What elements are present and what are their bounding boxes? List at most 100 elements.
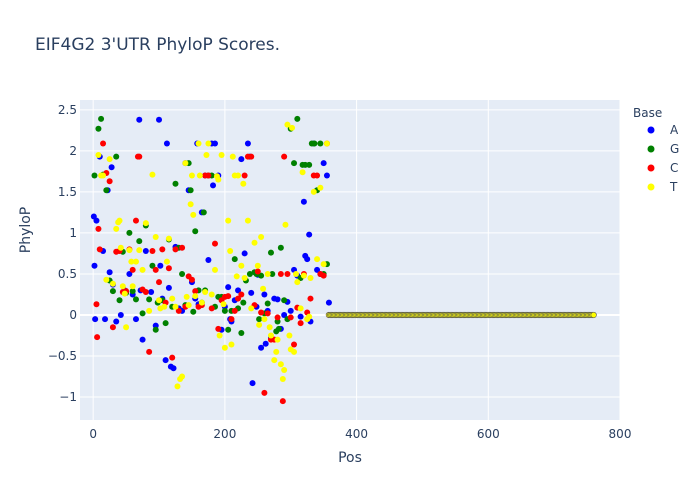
data-point-G: [179, 270, 186, 277]
legend-label-T: T: [669, 180, 678, 194]
data-point-T: [254, 262, 261, 269]
data-point-T: [317, 184, 324, 191]
data-point-G: [294, 115, 301, 122]
data-point-T: [123, 324, 130, 331]
data-point-G: [306, 161, 313, 168]
data-point-T: [314, 256, 321, 263]
data-point-C: [188, 276, 195, 283]
data-point-A: [126, 270, 133, 277]
data-point-T: [182, 160, 189, 167]
data-point-G: [274, 318, 281, 325]
data-point-T: [233, 273, 240, 280]
legend-marker-C: [647, 164, 655, 172]
data-point-T: [216, 332, 223, 339]
data-point-T: [218, 151, 225, 158]
data-point-T: [106, 156, 113, 163]
data-point-T: [273, 348, 280, 355]
data-point-C: [281, 153, 288, 160]
data-point-T: [293, 270, 299, 277]
data-point-T: [103, 276, 110, 283]
data-point-A: [156, 116, 163, 123]
data-point-C: [132, 217, 139, 224]
data-point-G: [95, 125, 102, 132]
data-point-T: [277, 361, 284, 368]
data-point-G: [187, 187, 194, 194]
data-point-C: [136, 153, 143, 160]
data-point-T: [282, 221, 289, 228]
data-point-C: [279, 398, 286, 405]
data-point-T: [229, 153, 236, 160]
data-point-A: [297, 313, 304, 320]
data-point-A: [241, 250, 248, 257]
data-point-C: [307, 295, 314, 302]
data-point-A: [136, 116, 143, 123]
data-point-T: [274, 336, 281, 343]
data-point-G: [281, 297, 288, 304]
data-point-A: [205, 257, 212, 263]
data-point-G: [126, 229, 133, 236]
data-point-G: [267, 249, 274, 256]
data-point-G: [317, 140, 324, 147]
data-point-C: [95, 225, 102, 232]
data-point-T: [152, 234, 159, 241]
data-point-G: [132, 296, 139, 303]
data-point-T: [132, 258, 139, 265]
y-tick-label: 2.5: [58, 103, 77, 117]
data-point-T: [119, 283, 126, 290]
data-point-A: [170, 365, 177, 372]
data-point-T: [117, 244, 124, 251]
data-point-T: [238, 262, 245, 269]
x-axis-ticks: 0 200 400 600 800: [89, 427, 631, 441]
data-point-T: [294, 279, 301, 286]
data-point-A: [92, 316, 99, 323]
data-point-G: [103, 187, 110, 194]
data-point-G: [221, 307, 228, 314]
data-point-A: [210, 182, 217, 189]
data-point-A: [212, 140, 218, 147]
data-point-G: [311, 140, 318, 147]
data-point-T: [212, 266, 218, 273]
data-point-A: [258, 344, 265, 351]
data-point-T: [291, 348, 298, 355]
data-point-T: [260, 285, 267, 292]
data-point-G: [240, 299, 247, 306]
x-tick-label: 400: [345, 427, 368, 441]
data-point-T: [251, 239, 258, 246]
data-point-T: [192, 293, 199, 300]
data-point-C: [172, 246, 179, 253]
data-point-A: [132, 316, 139, 323]
data-point-T: [198, 299, 205, 306]
data-point-A: [162, 357, 169, 364]
data-point-C: [235, 295, 242, 302]
data-point-A: [274, 296, 281, 303]
data-point-T: [235, 172, 242, 179]
data-point-T: [299, 169, 306, 176]
y-axis-label: PhyloP: [18, 207, 34, 254]
data-point-C: [248, 153, 255, 160]
data-point-C: [320, 272, 327, 279]
data-points: [90, 115, 597, 405]
data-point-C: [228, 316, 235, 323]
data-point-T: [174, 383, 181, 390]
data-point-C: [284, 270, 291, 277]
data-point-T: [297, 305, 304, 312]
y-axis-ticks: −1 −0.5 0 0.5 1 1.5 2 2.5: [48, 103, 77, 404]
data-point-T: [284, 121, 291, 128]
data-point-G: [162, 320, 169, 327]
y-tick-label: 1.5: [58, 185, 77, 199]
legend-marker-G: [647, 145, 655, 153]
data-point-A: [238, 156, 245, 163]
x-tick-label: 200: [213, 427, 236, 441]
data-point-C: [258, 309, 265, 316]
data-point-G: [190, 308, 197, 315]
data-point-T: [109, 280, 116, 287]
plot-area[interactable]: [80, 100, 620, 420]
data-point-T: [221, 344, 228, 351]
data-point-C: [205, 172, 212, 179]
data-point-C: [129, 266, 136, 273]
data-point-T: [163, 258, 170, 265]
data-point-C: [96, 246, 103, 253]
data-point-G: [225, 326, 232, 333]
